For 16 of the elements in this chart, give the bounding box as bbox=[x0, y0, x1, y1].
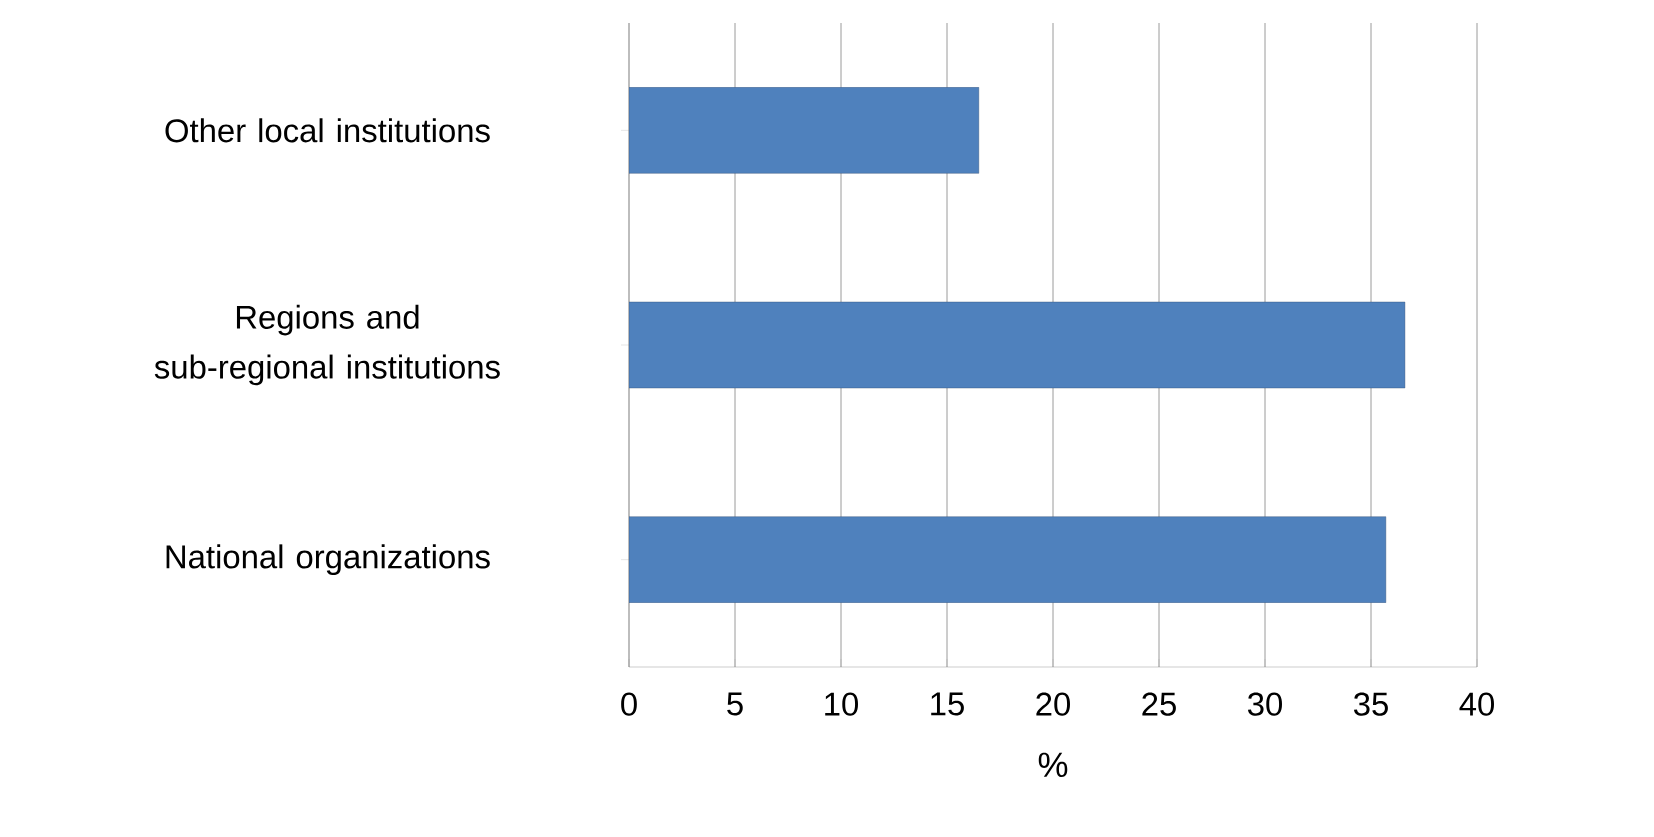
x-tick-label: 20 bbox=[1036, 692, 1070, 716]
bar bbox=[629, 301, 1406, 389]
x-tick-label: 25 bbox=[1142, 692, 1176, 716]
x-tick-label: 30 bbox=[1247, 692, 1282, 716]
x-axis-title: % bbox=[1038, 752, 1068, 778]
bar bbox=[629, 87, 979, 174]
x-tick-label: 10 bbox=[825, 692, 858, 716]
y-tick-label: Other local institutions bbox=[165, 118, 490, 143]
x-tick-label: 40 bbox=[1459, 692, 1494, 716]
x-tick-label: 5 bbox=[727, 692, 743, 716]
y-tick-label: National organizations bbox=[166, 544, 490, 575]
x-tick-label: 15 bbox=[931, 692, 964, 716]
bar bbox=[629, 516, 1387, 603]
x-tick-label: 0 bbox=[621, 692, 637, 716]
y-tick-label: Regions and sub-regional institutions bbox=[154, 304, 500, 386]
x-tick-label: 35 bbox=[1353, 692, 1388, 716]
